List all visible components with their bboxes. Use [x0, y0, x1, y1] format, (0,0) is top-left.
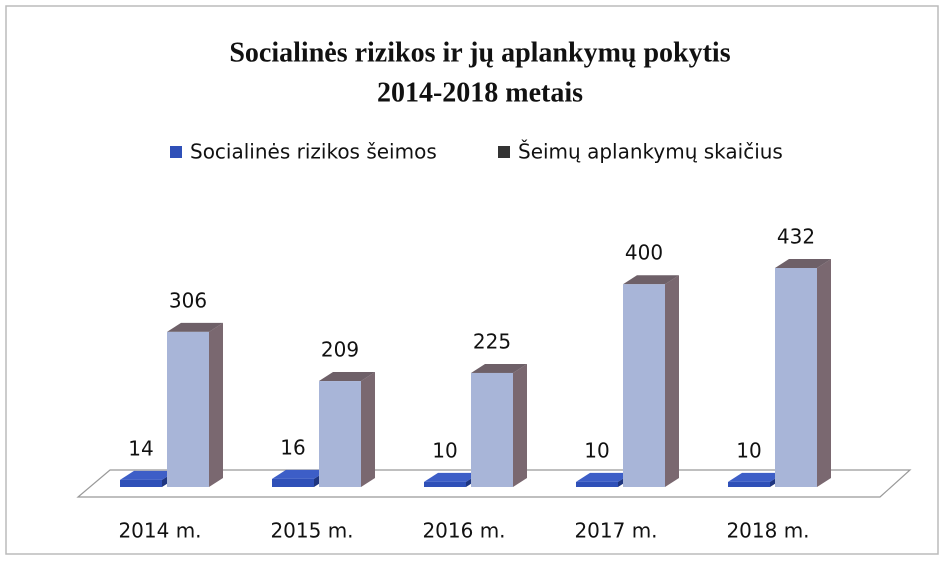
bar	[319, 381, 361, 487]
data-label: 306	[169, 288, 207, 312]
bar-side	[361, 372, 375, 487]
legend-label: Šeimų aplankymų skaičius	[518, 140, 783, 164]
data-label: 14	[128, 436, 153, 460]
bar-top	[424, 472, 480, 482]
bar-top	[471, 363, 527, 373]
data-label: 209	[321, 338, 359, 362]
x-tick-label: 2015 m.	[270, 519, 353, 543]
legend-swatch	[498, 146, 510, 158]
bar	[424, 481, 466, 487]
bar	[775, 268, 817, 487]
bar-top	[319, 372, 375, 382]
chart-title: 2014-2018 metais	[377, 77, 583, 108]
bar-side	[513, 363, 527, 487]
x-tick-label: 2018 m.	[726, 519, 809, 543]
data-label: 10	[584, 438, 609, 462]
bar-side	[817, 259, 831, 487]
data-label: 10	[736, 438, 761, 462]
bar-top	[728, 472, 784, 482]
bar	[167, 331, 209, 487]
bar-top	[167, 322, 223, 332]
x-tick-label: 2017 m.	[574, 519, 657, 543]
legend-label: Socialinės rizikos šeimos	[190, 140, 437, 164]
bar	[272, 478, 314, 487]
bar-side	[209, 322, 223, 487]
bar	[728, 481, 770, 487]
bar-top	[272, 469, 328, 479]
bar	[623, 284, 665, 487]
bar-top	[120, 470, 176, 480]
bar-side	[665, 275, 679, 487]
x-tick-label: 2016 m.	[422, 519, 505, 543]
chart-title: Socialinės rizikos ir jų aplankymų pokyt…	[229, 37, 730, 68]
bar	[576, 481, 618, 487]
legend-swatch	[170, 146, 182, 158]
x-tick-label: 2014 m.	[118, 519, 201, 543]
data-label: 10	[432, 438, 457, 462]
bar-top	[576, 472, 632, 482]
data-label: 16	[280, 435, 305, 459]
bar	[120, 479, 162, 487]
data-label: 432	[777, 225, 815, 249]
data-label: 400	[625, 241, 663, 265]
data-label: 225	[473, 329, 511, 353]
bar-top	[623, 275, 679, 285]
bar-top	[775, 259, 831, 268]
bar	[471, 372, 513, 487]
